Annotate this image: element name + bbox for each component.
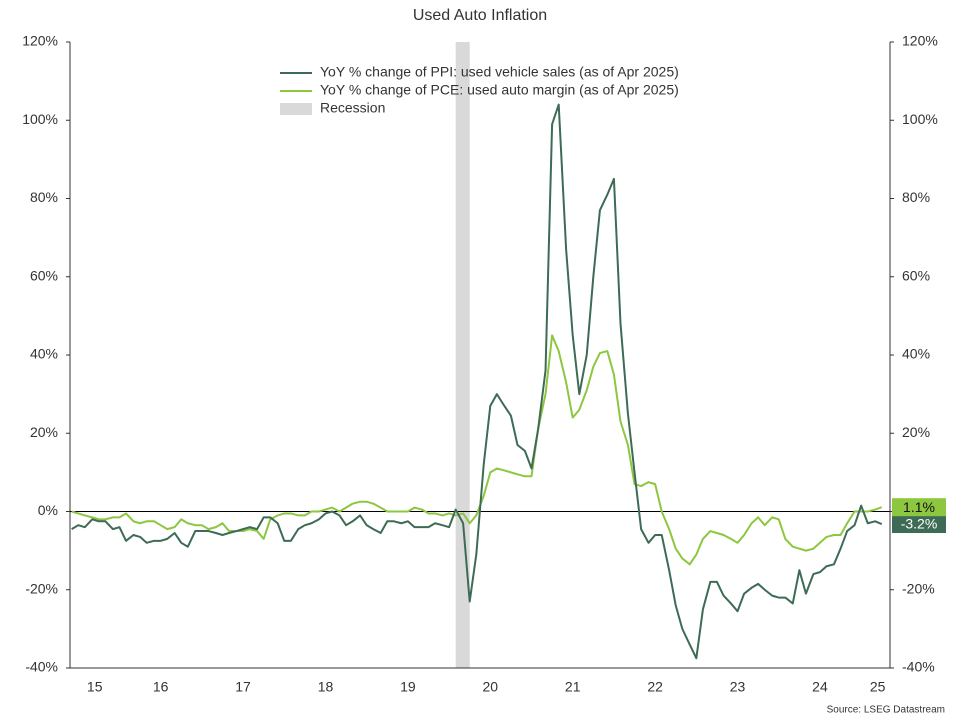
x-tick-label: 19 [400,679,416,695]
x-tick-label: 22 [647,679,663,695]
y2-tick-label: 20% [902,424,930,440]
end-label-box [892,498,946,517]
x-tick-label: 21 [565,679,581,695]
x-tick-label: 17 [235,679,251,695]
y2-tick-label: 80% [902,189,930,205]
series-line [71,103,883,660]
y-tick-label: 100% [22,111,58,127]
end-label: -3.2% [901,516,938,532]
x-tick-label: 25 [870,679,886,695]
end-label-box [892,515,946,534]
x-tick-label: 23 [730,679,746,695]
y-tick-label: 40% [30,346,58,362]
x-tick-label: 18 [318,679,334,695]
y-tick-label: 20% [30,424,58,440]
legend-label: YoY % change of PCE: used auto margin (a… [320,82,679,98]
y2-tick-label: -40% [902,659,935,675]
y-tick-label: 120% [22,33,58,49]
series-line [71,334,883,566]
y-tick-label: -40% [25,659,58,675]
x-tick-label: 16 [153,679,169,695]
y-tick-label: 80% [30,189,58,205]
x-tick-label: 24 [812,679,828,695]
y2-tick-label: 120% [902,33,938,49]
y2-tick-label: 100% [902,111,938,127]
y-tick-label: -20% [25,580,58,596]
legend-swatch [280,103,312,115]
x-tick-label: 20 [483,679,499,695]
y-tick-label: 0% [38,502,58,518]
legend-label: YoY % change of PPI: used vehicle sales … [320,64,679,80]
legend-label: Recession [320,100,385,116]
x-tick-label: 15 [87,679,103,695]
end-label: 1.1% [903,499,935,515]
source-note: Source: LSEG Datastream [827,705,945,716]
y2-tick-label: 40% [902,346,930,362]
y2-tick-label: 60% [902,267,930,283]
y-tick-label: 60% [30,267,58,283]
y2-tick-label: -20% [902,580,935,596]
chart-title: Used Auto Inflation [413,7,547,24]
